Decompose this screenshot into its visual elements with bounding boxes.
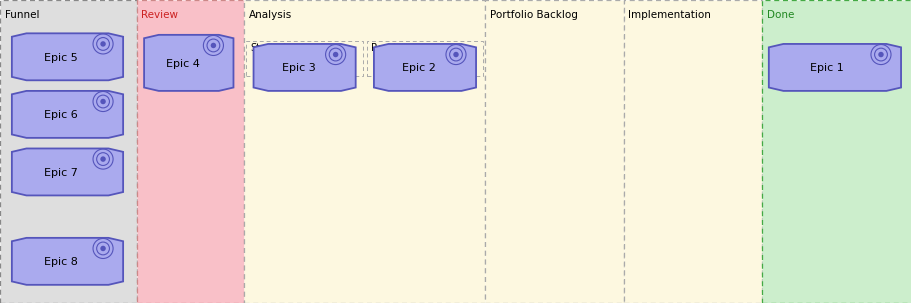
Text: Analysis: Analysis (249, 10, 292, 20)
Polygon shape (374, 44, 476, 91)
Ellipse shape (100, 99, 106, 104)
Text: Epic 8: Epic 8 (44, 257, 77, 267)
Ellipse shape (100, 41, 106, 47)
Text: Epic 1: Epic 1 (809, 63, 843, 73)
Text: Epic 6: Epic 6 (44, 110, 77, 120)
FancyBboxPatch shape (762, 0, 911, 303)
Text: Started: Started (251, 43, 286, 53)
FancyBboxPatch shape (366, 41, 483, 76)
Text: Implementation: Implementation (628, 10, 711, 20)
Polygon shape (12, 33, 123, 80)
Polygon shape (12, 148, 123, 195)
Ellipse shape (100, 156, 106, 162)
Text: Epic 3: Epic 3 (281, 63, 315, 73)
Ellipse shape (453, 52, 458, 57)
Ellipse shape (333, 52, 338, 57)
Text: Portfolio Backlog: Portfolio Backlog (489, 10, 577, 20)
FancyBboxPatch shape (244, 0, 485, 303)
Text: Epic 5: Epic 5 (44, 53, 77, 63)
Text: Epic 7: Epic 7 (44, 168, 77, 178)
FancyBboxPatch shape (485, 0, 623, 303)
Ellipse shape (877, 52, 883, 57)
Polygon shape (144, 35, 233, 91)
Text: Review: Review (141, 10, 179, 20)
FancyBboxPatch shape (246, 41, 363, 76)
Polygon shape (253, 44, 355, 91)
FancyBboxPatch shape (623, 0, 762, 303)
Polygon shape (12, 91, 123, 138)
Ellipse shape (210, 43, 216, 48)
Text: Epic 2: Epic 2 (402, 63, 435, 73)
FancyBboxPatch shape (137, 0, 244, 303)
Text: Funnel: Funnel (5, 10, 39, 20)
Text: Ready: Ready (371, 43, 401, 53)
Ellipse shape (100, 246, 106, 251)
Polygon shape (768, 44, 900, 91)
Text: Done: Done (766, 10, 793, 20)
Polygon shape (12, 238, 123, 285)
Text: Epic 4: Epic 4 (167, 59, 200, 69)
FancyBboxPatch shape (0, 0, 137, 303)
